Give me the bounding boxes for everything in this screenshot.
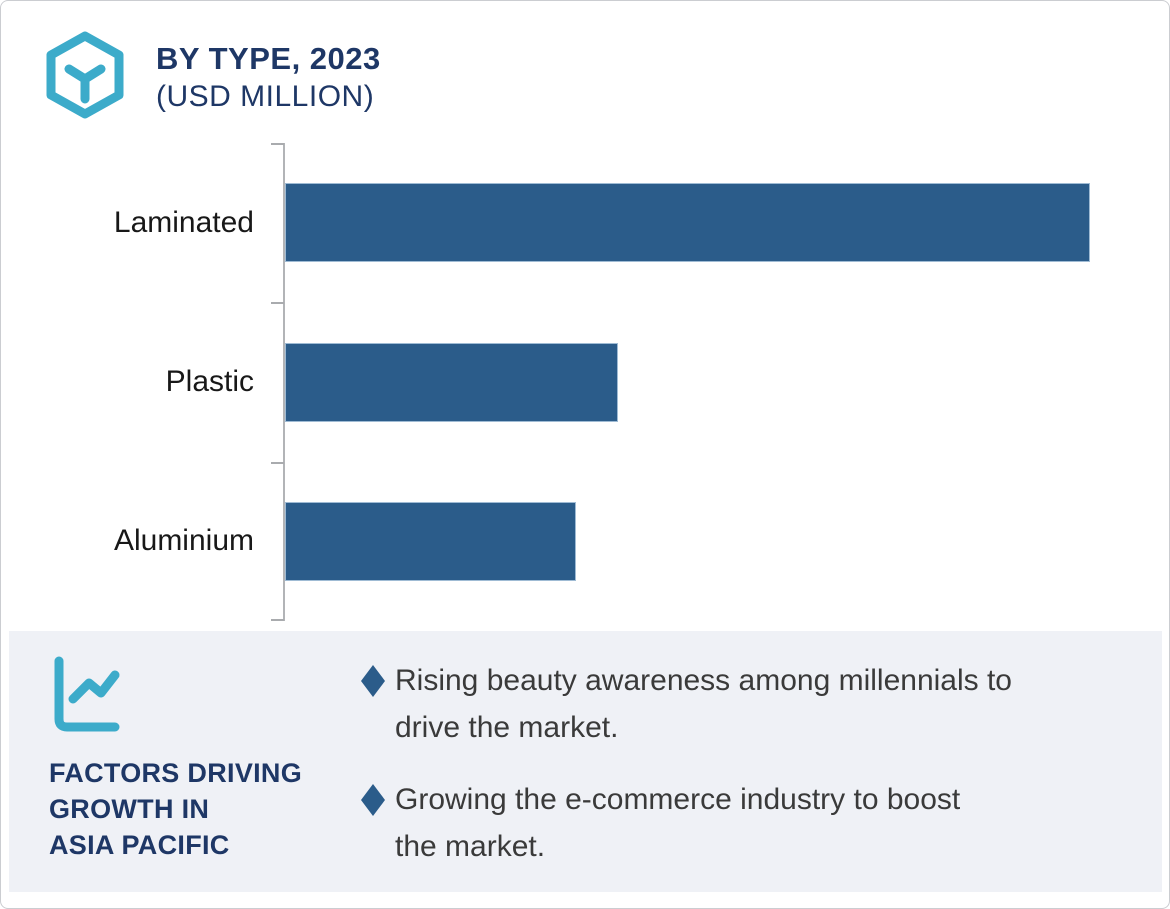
bullet-item: Growing the e-commerce industry to boost…	[361, 776, 1151, 870]
bar-laminated	[285, 183, 1090, 263]
factors-bullet-list: Rising beauty awareness among millennial…	[361, 657, 1151, 895]
factors-heading: FACTORS DRIVING GROWTH IN ASIA PACIFIC	[49, 755, 302, 863]
bullet-line: the market.	[395, 830, 546, 863]
category-label-laminated: Laminated	[113, 205, 254, 239]
axis-tick	[271, 462, 284, 464]
bar-plastic	[285, 342, 619, 422]
line-chart-icon	[54, 656, 120, 732]
hexagon-box-icon	[46, 31, 124, 119]
category-label-aluminium: Aluminium	[113, 524, 254, 558]
diamond-bullet-icon	[361, 784, 385, 816]
factors-heading-line: ASIA PACIFIC	[49, 830, 230, 860]
factors-heading-line: GROWTH IN	[49, 794, 210, 824]
chart-title: BY TYPE, 2023	[156, 41, 381, 76]
diamond-bullet-icon	[361, 665, 385, 697]
bullet-text: Rising beauty awareness among millennial…	[395, 657, 1012, 751]
bullet-line: drive the market.	[395, 711, 619, 744]
bullet-line: Rising beauty awareness among millennial…	[395, 664, 1012, 697]
chart-subtitle: (USD MILLION)	[156, 80, 375, 113]
axis-tick	[271, 619, 284, 621]
bar-aluminium	[285, 501, 576, 581]
bullet-item: Rising beauty awareness among millennial…	[361, 657, 1151, 751]
factors-heading-line: FACTORS DRIVING	[49, 758, 303, 788]
bar-chart: Laminated Plastic Aluminium	[1, 143, 1169, 621]
category-label-plastic: Plastic	[165, 365, 254, 398]
axis-tick	[271, 143, 284, 145]
axis-tick	[271, 302, 284, 304]
factors-panel: FACTORS DRIVING GROWTH IN ASIA PACIFIC R…	[9, 631, 1162, 892]
bullet-line: Growing the e-commerce industry to boost	[395, 783, 961, 816]
bullet-text: Growing the e-commerce industry to boost…	[395, 776, 960, 870]
chart-header: BY TYPE, 2023 (USD MILLION)	[156, 41, 381, 115]
y-axis-line	[283, 143, 285, 621]
